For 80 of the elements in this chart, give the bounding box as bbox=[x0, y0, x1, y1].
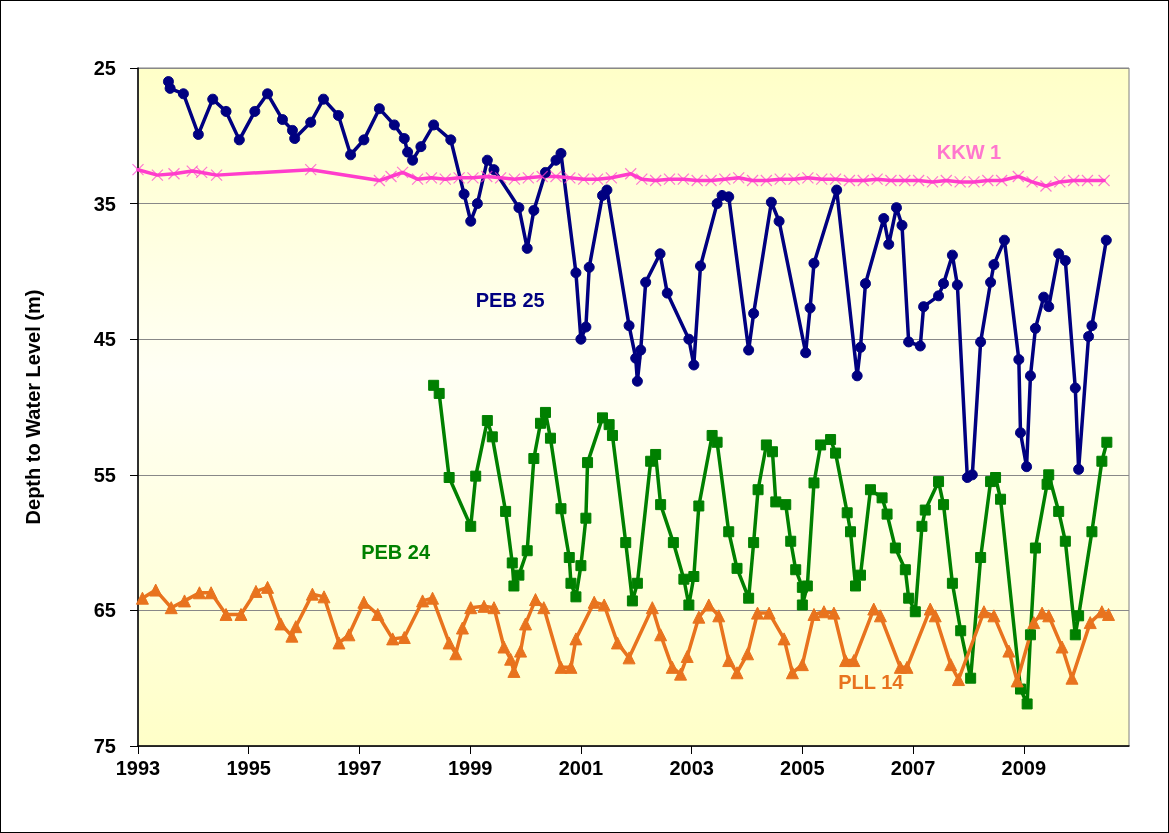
y-axis-title: Depth to Water Level (m) bbox=[22, 289, 44, 525]
point bbox=[871, 173, 884, 186]
point bbox=[663, 173, 676, 186]
point bbox=[522, 171, 535, 184]
series-label: PLL 14 bbox=[838, 670, 905, 693]
point bbox=[549, 170, 563, 183]
point bbox=[884, 174, 898, 187]
point bbox=[898, 174, 911, 187]
series-label: KKW 1 bbox=[936, 140, 1002, 163]
point bbox=[995, 174, 1008, 187]
point bbox=[760, 174, 773, 187]
point bbox=[591, 173, 604, 186]
point bbox=[384, 170, 398, 183]
point bbox=[605, 171, 618, 184]
point bbox=[926, 175, 939, 188]
y-tick-label: 65 bbox=[93, 599, 116, 622]
point bbox=[1081, 174, 1094, 187]
point bbox=[1097, 174, 1111, 187]
x-tick-label: 2009 bbox=[1001, 757, 1047, 779]
x-tick-label: 1993 bbox=[115, 757, 161, 779]
x-tick-label: 2005 bbox=[780, 757, 825, 779]
point bbox=[981, 174, 994, 187]
point bbox=[186, 164, 199, 178]
point bbox=[677, 173, 690, 186]
point bbox=[954, 175, 967, 188]
point bbox=[411, 173, 424, 186]
point bbox=[494, 171, 507, 184]
point bbox=[577, 173, 590, 186]
point bbox=[508, 173, 521, 186]
point bbox=[635, 173, 648, 186]
point bbox=[801, 171, 814, 184]
point bbox=[843, 174, 856, 187]
point bbox=[940, 174, 953, 187]
point bbox=[857, 174, 870, 187]
point bbox=[536, 170, 549, 183]
y-tick-label: 55 bbox=[93, 463, 116, 486]
point bbox=[563, 171, 576, 184]
point bbox=[624, 167, 637, 180]
y-tick-label: 25 bbox=[93, 57, 116, 79]
point bbox=[167, 167, 181, 180]
point bbox=[912, 174, 925, 187]
series-label: PEB 25 bbox=[475, 289, 545, 312]
point bbox=[649, 174, 662, 187]
point bbox=[466, 171, 480, 184]
point bbox=[439, 173, 452, 186]
point bbox=[829, 173, 842, 186]
y-tick-label: 45 bbox=[93, 328, 116, 351]
point bbox=[151, 169, 164, 182]
point bbox=[131, 163, 145, 176]
point bbox=[396, 166, 409, 179]
y-tick-label: 75 bbox=[93, 735, 116, 757]
point bbox=[1053, 175, 1066, 188]
point bbox=[746, 174, 759, 187]
point bbox=[480, 170, 493, 183]
x-tick-label: 1997 bbox=[337, 757, 382, 779]
series-label: PEB 24 bbox=[361, 541, 431, 564]
point bbox=[691, 174, 704, 187]
x-tick-label: 2007 bbox=[890, 757, 936, 779]
point bbox=[195, 166, 208, 179]
point bbox=[732, 171, 745, 184]
y-tick-label: 35 bbox=[93, 192, 116, 215]
x-tick-label: 2003 bbox=[669, 757, 714, 779]
point bbox=[373, 174, 386, 187]
x-tick-label: 1999 bbox=[447, 757, 493, 779]
point bbox=[304, 163, 317, 176]
point bbox=[1026, 175, 1039, 188]
point bbox=[774, 173, 787, 186]
point bbox=[718, 173, 731, 186]
point bbox=[787, 173, 801, 186]
point bbox=[704, 174, 718, 187]
point bbox=[1012, 170, 1025, 183]
point bbox=[815, 173, 828, 186]
x-tick-label: 1995 bbox=[226, 757, 271, 779]
point bbox=[453, 171, 466, 184]
x-tick-label: 2001 bbox=[558, 757, 604, 779]
point bbox=[1067, 174, 1080, 187]
point bbox=[1039, 179, 1053, 193]
point bbox=[425, 171, 438, 184]
point bbox=[210, 169, 223, 182]
point bbox=[967, 175, 981, 188]
